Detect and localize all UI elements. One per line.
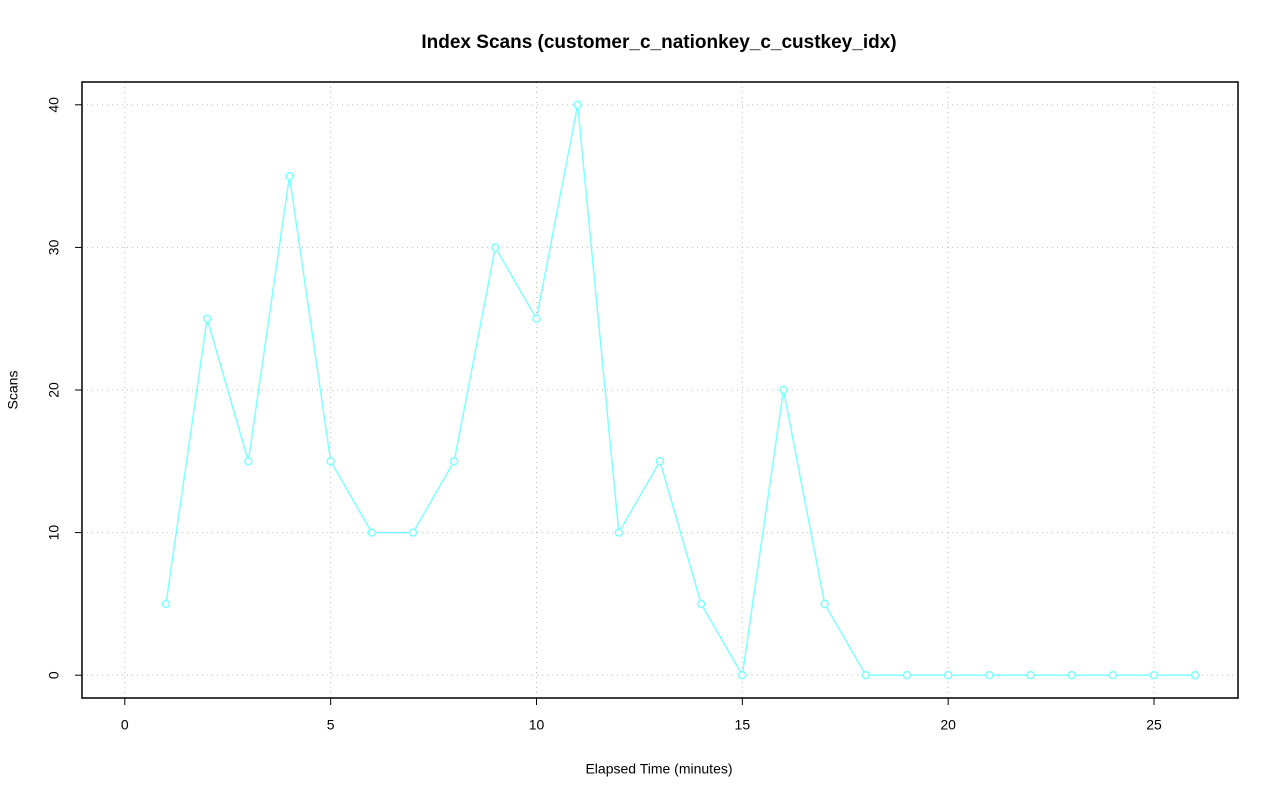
x-axis-label: Elapsed Time (minutes) — [585, 761, 732, 777]
y-axis-label: Scans — [5, 371, 21, 410]
data-point — [285, 171, 294, 181]
data-point — [943, 670, 953, 680]
chart-title: Index Scans (customer_c_nationkey_c_cust… — [421, 32, 896, 53]
data-point — [491, 243, 500, 252]
data-point — [902, 670, 912, 680]
data-point — [532, 314, 541, 323]
series-line — [165, 104, 1196, 678]
y-tick-label: 40 — [46, 97, 62, 113]
data-point — [1026, 670, 1035, 680]
data-point — [573, 100, 582, 110]
data-point — [861, 670, 871, 680]
data-point — [779, 385, 788, 395]
data-point — [985, 670, 994, 680]
x-tick-label: 5 — [327, 717, 335, 733]
x-tick-label: 25 — [1146, 717, 1162, 733]
y-tick-label: 10 — [46, 525, 62, 541]
data-point — [820, 599, 829, 609]
x-tick-label: 10 — [529, 717, 545, 733]
x-tick-label: 15 — [735, 717, 751, 733]
data-point — [696, 599, 706, 609]
x-tick-label: 20 — [940, 717, 956, 733]
data-point — [408, 528, 418, 537]
data-point — [326, 457, 335, 466]
data-point — [738, 670, 747, 680]
plot-frame — [81, 81, 1239, 699]
data-point — [449, 457, 459, 466]
data-point — [244, 457, 253, 466]
data-point — [1067, 670, 1076, 680]
data-point — [1108, 670, 1118, 680]
data-point — [1149, 670, 1159, 680]
data-point — [1190, 670, 1200, 680]
data-point — [161, 599, 171, 609]
y-tick-label: 20 — [46, 382, 62, 398]
data-point — [614, 528, 624, 537]
data-point — [367, 528, 377, 537]
x-tick-label: 0 — [121, 717, 129, 733]
y-tick-label: 0 — [46, 671, 62, 679]
data-point — [202, 314, 212, 323]
data-point — [655, 457, 665, 466]
y-tick-label: 30 — [46, 239, 62, 255]
